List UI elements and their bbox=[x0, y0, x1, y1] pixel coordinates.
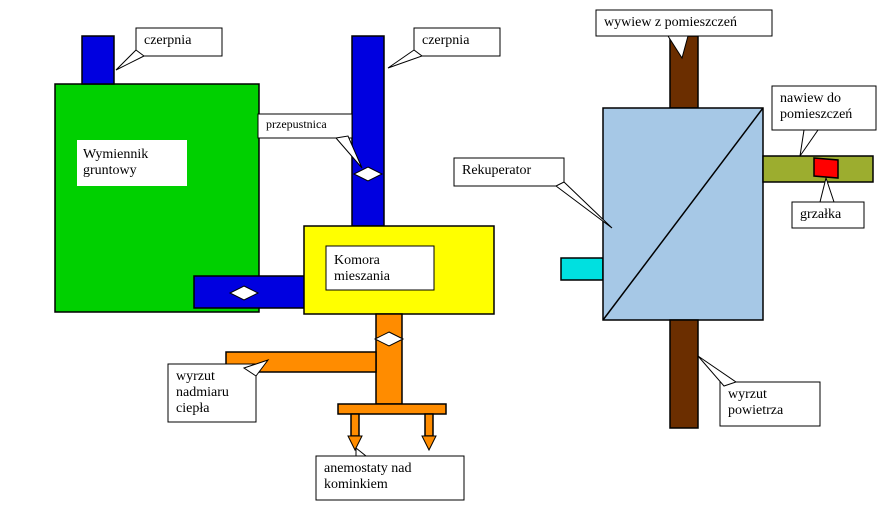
c_wyrzut_nad: wyrzutnadmiaruciepła bbox=[168, 360, 268, 422]
lbl_komora: Komoramieszania bbox=[326, 246, 434, 290]
ventilation-diagram: Komoramieszania Wymiennikgruntowy czerpnia… bbox=[0, 0, 886, 526]
orange_leg2 bbox=[425, 414, 433, 436]
orange_table_top bbox=[338, 404, 446, 414]
svg-text:grzałka: grzałka bbox=[800, 207, 842, 222]
svg-text:czerpnia: czerpnia bbox=[144, 33, 192, 48]
brown_bottom bbox=[670, 320, 698, 428]
svg-text:przepustnica: przepustnica bbox=[266, 117, 327, 131]
red_block bbox=[814, 158, 838, 178]
svg-text:Rekuperator: Rekuperator bbox=[462, 163, 532, 178]
c_anemo: anemostaty nadkominkiem bbox=[316, 448, 464, 500]
lbl_wym: Wymiennikgruntowy bbox=[77, 140, 187, 186]
blue_inlet_left bbox=[82, 36, 114, 84]
orange_vert bbox=[376, 314, 402, 404]
orange_leg1 bbox=[351, 414, 359, 436]
svg-text:czerpnia: czerpnia bbox=[422, 33, 470, 48]
cyan_conn bbox=[561, 258, 603, 280]
svg-text:wywiew z pomieszczeń: wywiew z pomieszczeń bbox=[604, 15, 737, 30]
blue_vert bbox=[352, 36, 384, 226]
